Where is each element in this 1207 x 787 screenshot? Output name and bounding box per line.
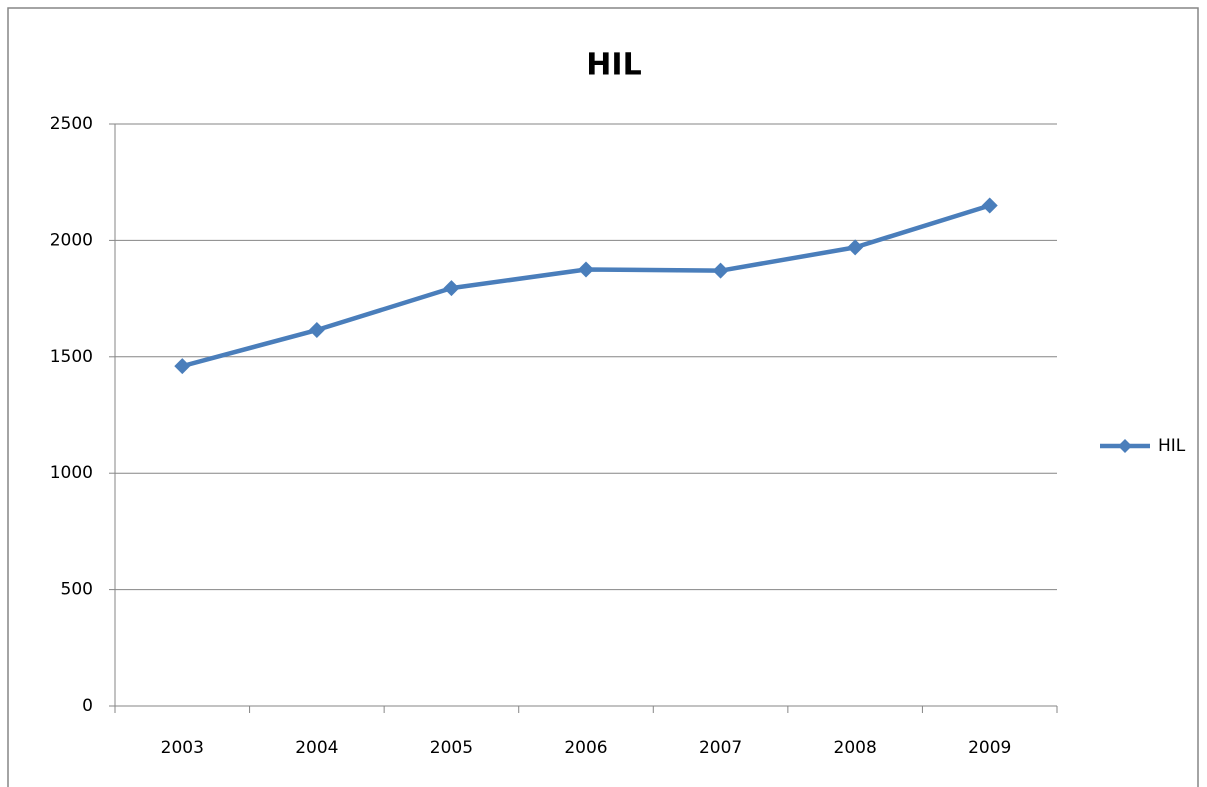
y-tick-label: 500 bbox=[61, 580, 93, 600]
y-tick-label: 2000 bbox=[50, 230, 93, 250]
y-tick-label: 1000 bbox=[50, 463, 93, 483]
y-tick-label: 2500 bbox=[50, 114, 93, 134]
x-tick-label: 2004 bbox=[295, 738, 338, 758]
legend-label: HIL bbox=[1158, 436, 1186, 456]
series-line bbox=[181, 203, 991, 369]
data-point bbox=[174, 358, 191, 375]
x-tick-label: 2003 bbox=[161, 738, 204, 758]
data-point bbox=[443, 280, 460, 297]
y-tick-label: 1500 bbox=[50, 347, 93, 367]
data-point bbox=[981, 197, 998, 214]
chart-frame bbox=[7, 7, 1199, 787]
data-point bbox=[578, 261, 594, 278]
data-point bbox=[308, 322, 325, 339]
x-tick-label: 2007 bbox=[699, 738, 742, 758]
x-tick-label: 2009 bbox=[968, 738, 1011, 758]
y-tick-label: 0 bbox=[82, 696, 93, 716]
data-point bbox=[847, 239, 864, 256]
x-tick-label: 2005 bbox=[430, 738, 473, 758]
legend-marker bbox=[1118, 439, 1132, 453]
chart-title: HIL bbox=[586, 48, 641, 83]
x-tick-label: 2006 bbox=[564, 738, 607, 758]
data-point bbox=[712, 262, 729, 279]
x-tick-label: 2008 bbox=[834, 738, 877, 758]
